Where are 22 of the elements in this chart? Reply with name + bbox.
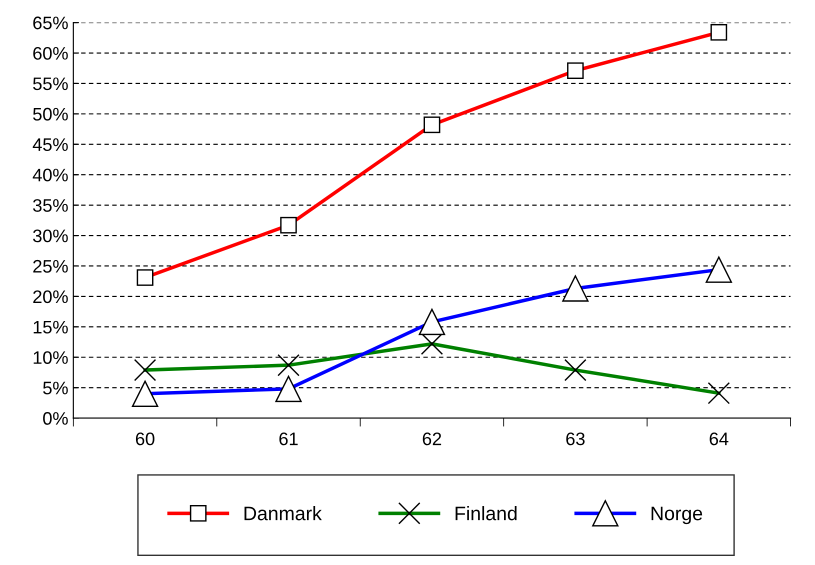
legend-label: Danmark [244, 506, 322, 520]
y-tick-label: 60% [33, 46, 68, 60]
legend-label: Norge [652, 506, 702, 524]
x-tick-label: 64 [710, 432, 728, 446]
y-tick-label: 20% [33, 290, 68, 304]
y-tick-label: 0% [43, 412, 68, 425]
y-tick-label: 35% [33, 199, 68, 212]
y-tick-label: 5% [43, 382, 68, 394]
y-tick-label: 55% [33, 77, 68, 90]
y-tick-label: 50% [33, 108, 68, 121]
y-tick-label: 30% [33, 229, 68, 242]
y-tick-label: 25% [33, 260, 68, 273]
y-tick-label: 65% [33, 16, 68, 30]
x-tick-label: 60 [136, 432, 154, 446]
y-tick-label: 40% [32, 168, 68, 182]
y-tick-label: 15% [34, 320, 68, 334]
y-tick-label: 45% [32, 138, 68, 152]
legend-label: Finland [456, 506, 517, 520]
x-tick-label: 62 [422, 432, 442, 446]
x-tick-label: 63 [566, 432, 585, 446]
y-tick-label: 10% [34, 351, 68, 364]
x-tick-label: 61 [279, 432, 298, 446]
